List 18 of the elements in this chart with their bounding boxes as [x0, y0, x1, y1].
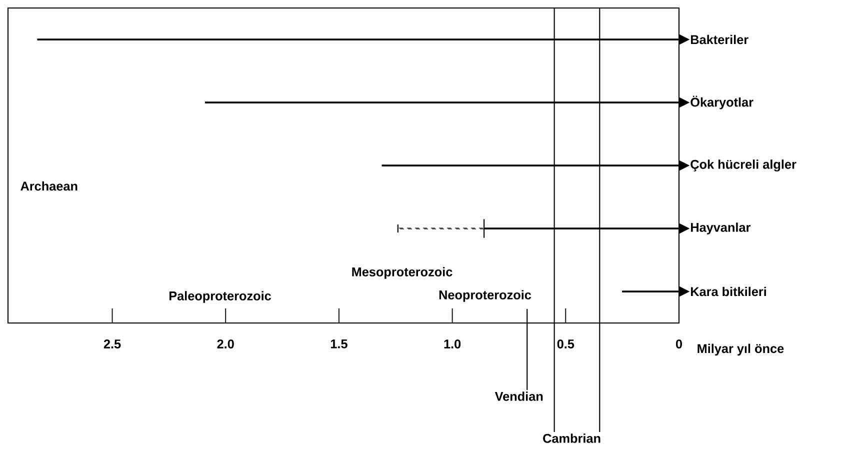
x-tick-label: 1.5: [330, 339, 348, 348]
x-tick-label: 2.5: [104, 339, 121, 348]
x-tick-label: 0: [676, 339, 682, 348]
x-axis-title: Milyar yıl önce: [698, 344, 784, 356]
x-tick-label: 1.0: [444, 339, 461, 348]
ref-line-label: Vendian: [494, 392, 543, 401]
annotation: Neoproterozoic: [439, 290, 532, 302]
annotation: Archaean: [20, 181, 78, 191]
x-tick-label: 0.5: [557, 339, 574, 348]
annotation: Mesoproterozoic: [352, 267, 452, 279]
y-tick-label: Hayvanlar: [691, 222, 751, 234]
ref-line-label: Cambrian: [543, 434, 600, 443]
annotation: Paleoproterozoic: [169, 291, 272, 303]
y-tick-label: Çok hücreli algler: [690, 160, 796, 172]
x-tick-label: 2.0: [217, 339, 234, 348]
y-tick-label: Bakteriler: [691, 34, 748, 44]
y-tick-label: Kara bitkileri: [691, 286, 766, 296]
y-tick-label: Ökaryotlar: [690, 96, 754, 110]
